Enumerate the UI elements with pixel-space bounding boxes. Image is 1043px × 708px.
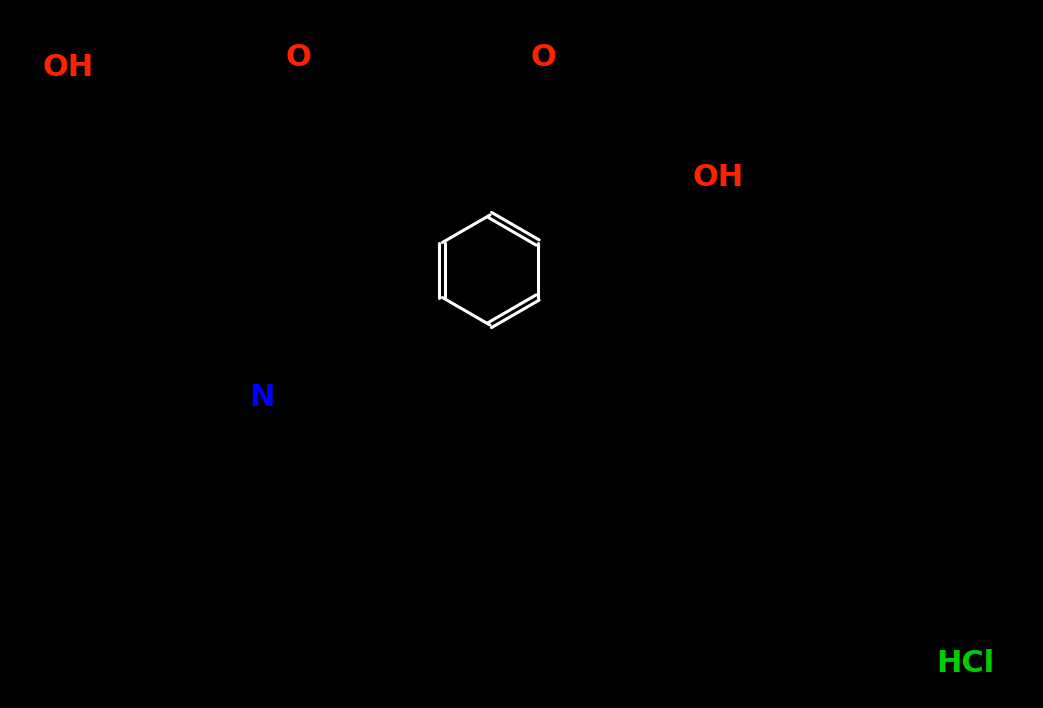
Text: HCl: HCl bbox=[936, 649, 994, 678]
Text: OH: OH bbox=[693, 164, 744, 193]
Text: O: O bbox=[285, 43, 311, 72]
Text: N: N bbox=[249, 382, 274, 411]
Text: OH: OH bbox=[43, 54, 94, 83]
Text: O: O bbox=[530, 43, 556, 72]
